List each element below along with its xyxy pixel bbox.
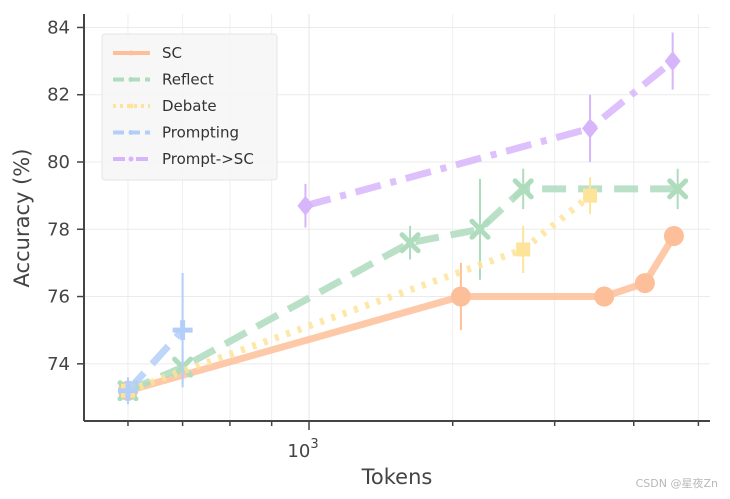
data-point — [663, 226, 684, 246]
data-point — [512, 178, 534, 200]
point-marker — [117, 380, 138, 401]
y-tick-label: 82 — [47, 85, 70, 106]
y-tick-label: 78 — [47, 219, 70, 240]
x-axis-label: Tokens — [361, 465, 433, 489]
legend-item-debate: Debate — [113, 97, 217, 115]
data-point — [583, 188, 598, 203]
y-tick-label: 74 — [47, 354, 70, 375]
point-marker — [667, 178, 689, 200]
legend-item-sc: SC — [113, 44, 182, 62]
point-marker — [172, 320, 193, 341]
data-point — [664, 51, 681, 72]
axes — [83, 14, 710, 422]
point-marker — [516, 242, 531, 257]
watermark: CSDN @星夜Zn — [635, 477, 718, 490]
legend-label: Prompt->SC — [162, 150, 254, 168]
point-marker — [594, 286, 615, 307]
legend-item-prompting: Prompting — [113, 124, 239, 142]
series-prompting — [117, 273, 193, 405]
legend-label: Debate — [162, 97, 217, 115]
data-point — [297, 195, 314, 216]
data-point — [172, 320, 193, 341]
data-point — [469, 218, 491, 240]
y-tick-label: 84 — [47, 17, 70, 38]
legend-swatch-marker — [128, 103, 134, 109]
legend: SC Reflect Debate Prompting Prompt->SC — [101, 33, 278, 181]
data-point — [450, 286, 471, 307]
x-tick-label: 103 — [287, 437, 318, 462]
legend-swatch-marker — [128, 50, 134, 56]
legend-label: SC — [162, 44, 182, 62]
data-point — [582, 118, 599, 139]
ticks: 74 76 78 80 82 84 103 — [47, 17, 700, 462]
series-line — [304, 58, 675, 210]
y-tick-label: 76 — [47, 287, 70, 308]
point-marker — [297, 195, 314, 216]
data-point — [634, 273, 655, 294]
legend-label: Reflect — [162, 71, 214, 89]
legend-item-prompt-sc: Prompt->SC — [113, 150, 254, 168]
legend-item-reflect: Reflect — [113, 71, 214, 89]
legend-label: Prompting — [162, 124, 239, 142]
point-marker — [664, 51, 681, 72]
data-point — [667, 178, 689, 200]
point-marker — [634, 273, 655, 294]
legend-swatch-marker — [128, 77, 134, 82]
series-prompt-sc — [297, 32, 681, 228]
legend-swatch-marker — [128, 130, 134, 135]
point-marker — [582, 118, 599, 139]
point-marker — [512, 178, 534, 200]
data-point — [516, 242, 531, 257]
data-point — [594, 286, 615, 307]
point-marker — [583, 188, 598, 203]
data-point — [117, 380, 138, 401]
legend-swatch-marker — [128, 156, 134, 162]
data-point — [399, 232, 421, 254]
point-marker — [663, 226, 684, 246]
point-marker — [469, 218, 491, 240]
point-marker — [450, 286, 471, 307]
legend-box — [101, 33, 278, 181]
y-tick-label: 80 — [47, 152, 70, 173]
point-marker — [399, 232, 421, 254]
series-line — [127, 234, 677, 395]
series-layer — [117, 32, 689, 405]
series-debate — [120, 177, 598, 401]
series-line — [125, 327, 186, 394]
y-axis-label: Accuracy (%) — [10, 149, 34, 288]
